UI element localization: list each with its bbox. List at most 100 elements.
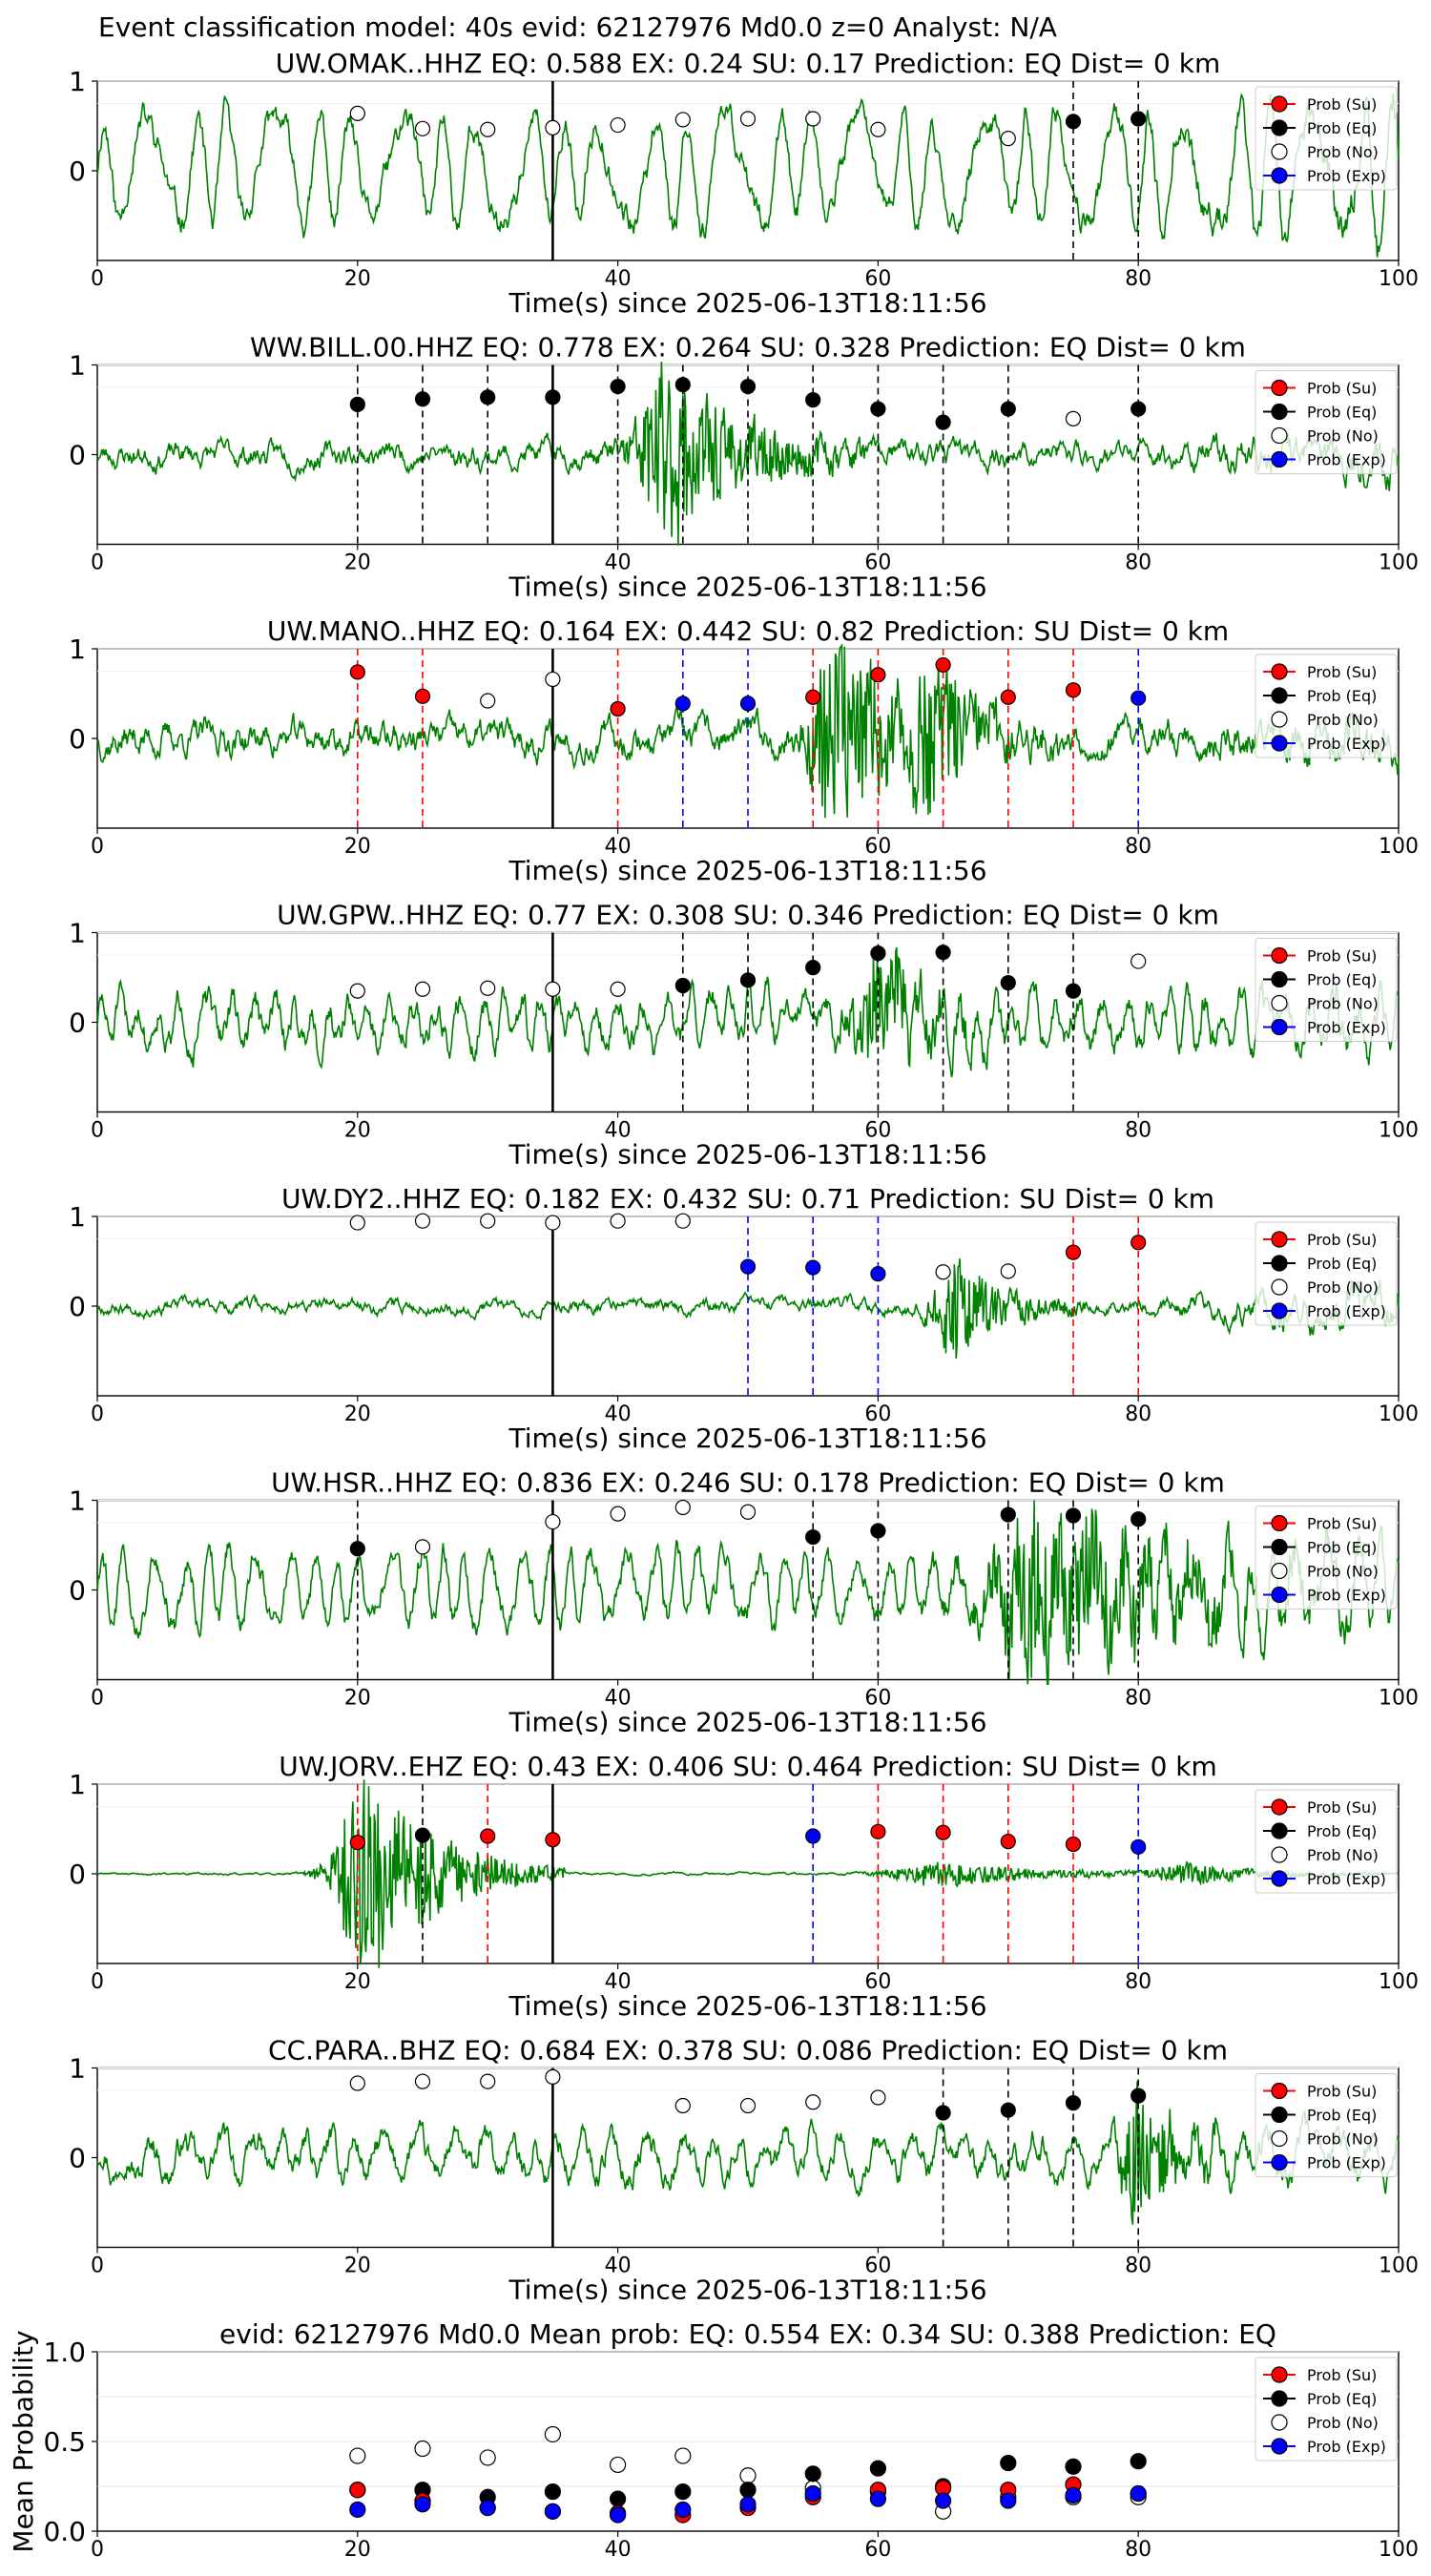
prob-point-eq	[1065, 1507, 1082, 1524]
x-tick-label: 0	[91, 267, 104, 291]
prob-point-no	[349, 2075, 365, 2091]
x-tick-label: 80	[1125, 1119, 1151, 1143]
prob-point-eq	[935, 945, 951, 961]
mean-point-eq	[1130, 2453, 1147, 2470]
prob-point-eq	[739, 972, 757, 988]
prob-point-no	[870, 2089, 886, 2106]
prob-point-su	[1000, 1834, 1016, 1850]
mean-point-exp	[934, 2492, 952, 2509]
x-tick-label: 60	[864, 1119, 891, 1143]
prob-point-no	[610, 116, 626, 134]
legend-entry-eq-marker	[1271, 2390, 1288, 2407]
legend-entry-eq-label: Prob (Eq)	[1307, 971, 1377, 989]
prob-point-su	[935, 1824, 951, 1840]
mean-point-exp	[414, 2496, 431, 2513]
x-tick-label: 40	[605, 835, 632, 859]
x-tick-label: 100	[1379, 1402, 1419, 1426]
legend-entry-no-marker	[1271, 143, 1288, 160]
legend-entry-exp-label: Prob (Exp)	[1307, 1019, 1386, 1037]
mean-point-eq	[609, 2490, 627, 2507]
x-tick-label: 40	[605, 2538, 632, 2562]
y-tick-label: 0	[69, 2143, 86, 2174]
mean-point-exp	[609, 2506, 627, 2524]
legend-entry-su-marker	[1271, 1798, 1288, 1816]
x-tick-label: 40	[605, 551, 632, 575]
prob-point-no	[480, 1213, 496, 1229]
x-tick-label: 100	[1379, 1970, 1419, 1994]
prob-point-eq	[480, 389, 496, 405]
prob-point-exp	[805, 1259, 821, 1276]
plot-area	[96, 2067, 1400, 2249]
plot-area	[96, 80, 1400, 261]
x-tick-label: 40	[605, 267, 632, 291]
legend-entry-eq-marker	[1271, 2106, 1288, 2124]
prob-point-no	[610, 1506, 626, 1522]
prob-point-eq	[414, 1827, 431, 1843]
x-tick-label: 80	[1125, 2254, 1151, 2278]
prob-point-no	[1000, 1263, 1016, 1279]
x-tick-label: 0	[91, 2254, 104, 2278]
legend-entry-no-label: Prob (No)	[1307, 995, 1379, 1013]
mean-point-exp	[674, 2501, 692, 2519]
panel-9: evid: 62127976 Md0.0 Mean prob: EQ: 0.55…	[8, 2318, 1419, 2562]
prob-point-no	[610, 1213, 626, 1229]
y-tick-label: 0.0	[43, 2516, 86, 2547]
prob-point-no	[739, 111, 757, 127]
legend-entry-su-marker	[1271, 2082, 1288, 2100]
mean-point-eq	[544, 2483, 562, 2501]
prob-point-eq	[870, 401, 886, 417]
prob-point-exp	[1130, 690, 1147, 706]
prob-point-no	[805, 2094, 821, 2110]
x-tick-label: 60	[864, 835, 891, 859]
prob-point-eq	[1130, 401, 1147, 417]
legend-entry-eq-marker	[1271, 119, 1288, 136]
x-tick-label: 0	[91, 2538, 104, 2562]
panel-1: UW.OMAK..HHZ EQ: 0.588 EX: 0.24 SU: 0.17…	[69, 48, 1419, 319]
x-tick-label: 80	[1125, 1402, 1151, 1426]
prob-point-no	[480, 693, 496, 709]
x-tick-label: 40	[605, 1687, 632, 1711]
mean-point-su	[349, 2482, 366, 2499]
y-tick-label: 0	[69, 1859, 86, 1890]
prob-point-no	[545, 1215, 561, 1231]
mean-point-exp	[804, 2484, 821, 2503]
legend-entry-exp-marker	[1271, 1870, 1288, 1887]
x-tick-label: 60	[864, 1402, 891, 1426]
prob-point-no	[610, 981, 626, 997]
x-tick-label: 0	[91, 551, 104, 575]
prob-point-no	[349, 1215, 365, 1231]
plot-area	[96, 1499, 1400, 1681]
prob-point-no	[414, 120, 431, 136]
x-tick-label: 80	[1125, 267, 1151, 291]
x-tick-label: 20	[344, 267, 371, 291]
y-tick-label: 0.5	[43, 2426, 86, 2458]
prob-point-exp	[870, 1266, 886, 1282]
y-tick-label: 1	[69, 1485, 86, 1517]
legend-entry-su-marker	[1271, 946, 1288, 965]
x-tick-label: 0	[91, 1402, 104, 1426]
y-tick-label: 1	[69, 2053, 86, 2085]
x-tick-label: 100	[1379, 2538, 1419, 2562]
legend-entry-no-label: Prob (No)	[1307, 2130, 1379, 2149]
prob-point-su	[1065, 682, 1082, 698]
prob-point-eq	[1130, 111, 1147, 127]
legend-entry-eq-label: Prob (Eq)	[1307, 687, 1377, 705]
legend-entry-eq-marker	[1271, 1822, 1288, 1839]
prob-point-eq	[805, 1528, 821, 1546]
prob-point-eq	[349, 1541, 365, 1557]
legend-entry-no-label: Prob (No)	[1307, 2414, 1379, 2432]
prob-point-eq	[1065, 2095, 1082, 2111]
legend-entry-eq-label: Prob (Eq)	[1307, 404, 1377, 422]
legend-entry-no-marker	[1271, 2414, 1288, 2431]
x-tick-label: 20	[344, 1970, 371, 1994]
prob-point-exp	[805, 1828, 821, 1844]
x-tick-label: 60	[864, 2254, 891, 2278]
panel-7: UW.JORV..EHZ EQ: 0.43 EX: 0.406 SU: 0.46…	[69, 1751, 1419, 2022]
prob-point-exp	[739, 696, 757, 712]
mean-point-eq	[804, 2465, 821, 2483]
legend-entry-exp-marker	[1271, 450, 1288, 468]
legend-box	[1255, 1506, 1398, 1610]
legend-entry-eq-label: Prob (Eq)	[1307, 1822, 1377, 1840]
legend-entry-no-marker	[1271, 1562, 1288, 1580]
y-tick-label: 0	[69, 1008, 86, 1039]
